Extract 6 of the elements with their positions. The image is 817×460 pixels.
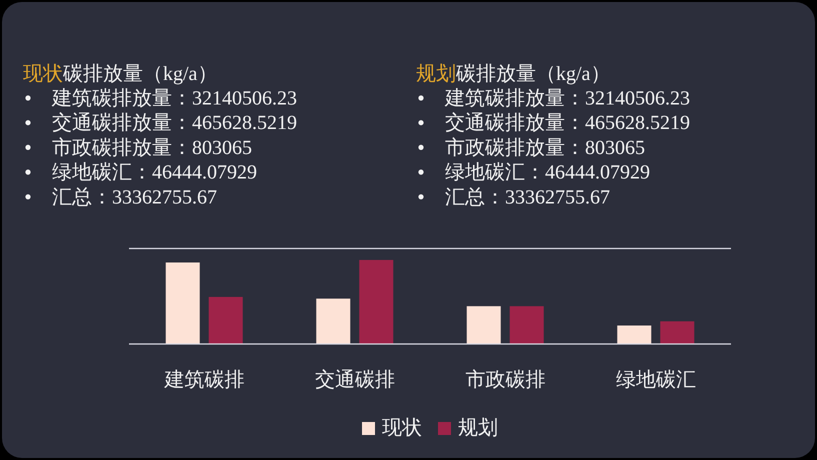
x-tick-label: 绿地碳汇 bbox=[616, 369, 696, 391]
x-tick-label: 市政碳排 bbox=[465, 369, 546, 391]
legend-label: 规划 bbox=[458, 417, 498, 439]
legend-label: 现状 bbox=[382, 417, 422, 439]
x-tick-label: 交通碳排 bbox=[314, 369, 395, 391]
x-tick-label: 建筑碳排 bbox=[163, 369, 244, 391]
